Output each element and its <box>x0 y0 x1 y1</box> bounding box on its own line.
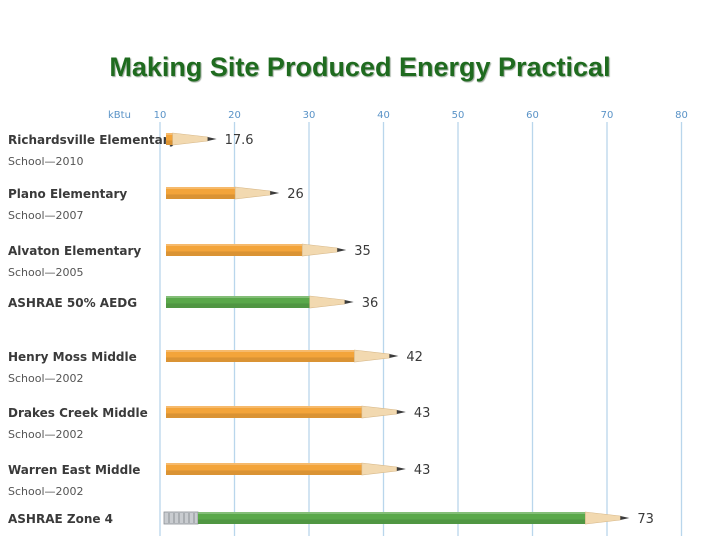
bar-pencil <box>166 186 280 200</box>
bar-lead-tip <box>396 467 406 471</box>
value-label: 42 <box>406 350 423 365</box>
bar-pencil <box>166 349 399 363</box>
value-label: 36 <box>362 296 379 311</box>
value-label: 17.6 <box>225 133 254 148</box>
bar-body <box>166 296 310 308</box>
bar-shade <box>166 357 355 362</box>
category-sublabel: School—2010 <box>8 155 84 168</box>
category-label: ASHRAE Zone 4 <box>8 512 113 526</box>
value-label: 73 <box>637 512 654 527</box>
category-sublabel: School—2002 <box>8 485 84 498</box>
x-axis-ticks: kBtu 10 20 30 40 50 60 70 80 <box>108 110 688 121</box>
bar-wood-tip <box>172 132 208 146</box>
x-tick-label-20: 20 <box>228 110 241 121</box>
value-label: 26 <box>287 187 304 202</box>
category-label: ASHRAE 50% AEDG <box>8 296 137 310</box>
x-tick-label-50: 50 <box>452 110 465 121</box>
bar-lead-tip <box>620 516 630 520</box>
bar-pencil <box>166 243 347 257</box>
x-tick-label-60: 60 <box>526 110 539 121</box>
category-label: Warren East Middle <box>8 463 140 477</box>
bar-body <box>166 133 173 145</box>
bar-lead-tip <box>207 137 217 141</box>
category-label: Henry Moss Middle <box>8 350 137 364</box>
category-sublabel: School—2005 <box>8 266 84 279</box>
bars <box>163 132 630 525</box>
bar-shade <box>166 470 362 475</box>
category-label: Drakes Creek Middle <box>8 406 148 420</box>
bar-shade <box>198 519 586 524</box>
bar-wood-tip <box>585 511 621 525</box>
bar-body <box>166 406 362 418</box>
bar-body <box>166 350 355 362</box>
x-tick-label-40: 40 <box>377 110 390 121</box>
bar-shade <box>166 303 310 308</box>
category-labels: Richardsville Elementary School—2010 Plano… <box>8 133 177 526</box>
value-label: 35 <box>354 244 371 259</box>
bar-body <box>198 512 586 524</box>
bar-body <box>166 463 362 475</box>
bar-wood-tip <box>361 405 398 419</box>
bar-lead-tip <box>389 354 399 358</box>
bar-wood-tip <box>309 295 346 309</box>
bar-lead-tip <box>337 248 347 252</box>
x-tick-label-70: 70 <box>601 110 614 121</box>
bar-pencil <box>166 295 354 309</box>
bar-pencil <box>163 511 630 525</box>
bar-lead-tip <box>270 191 280 195</box>
bar-lead-tip <box>396 410 406 414</box>
bar-shade <box>166 251 303 256</box>
x-axis-unit-label: kBtu <box>108 110 131 121</box>
bar-body <box>166 244 303 256</box>
bar-pencil <box>166 462 406 476</box>
value-labels: 17.6 26 35 36 42 43 43 73 <box>225 133 654 527</box>
category-sublabel: School—2002 <box>8 428 84 441</box>
bar-shade <box>166 140 173 145</box>
x-tick-label-30: 30 <box>303 110 316 121</box>
category-label: Plano Elementary <box>8 187 127 201</box>
bar-wood-tip <box>301 243 338 257</box>
bar-lead-tip <box>344 300 354 304</box>
x-tick-label-80: 80 <box>675 110 688 121</box>
bar-pencil <box>166 405 406 419</box>
bar-shade <box>166 413 362 418</box>
bar-pencil <box>166 132 217 146</box>
category-label: Richardsville Elementary <box>8 133 177 147</box>
bar-shade <box>166 194 236 199</box>
x-tick-label-10: 10 <box>154 110 167 121</box>
bar-wood-tip <box>361 462 398 476</box>
value-label: 43 <box>414 463 431 478</box>
slide-title: Making Site Produced Energy Practical <box>109 52 611 82</box>
category-sublabel: School—2002 <box>8 372 84 385</box>
bar-wood-tip <box>234 186 271 200</box>
bar-body <box>166 187 236 199</box>
category-sublabel: School—2007 <box>8 209 84 222</box>
category-label: Alvaton Elementary <box>8 244 141 258</box>
value-label: 43 <box>414 406 431 421</box>
